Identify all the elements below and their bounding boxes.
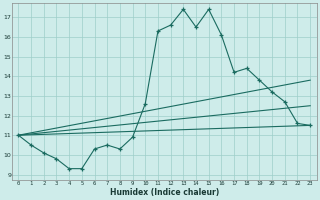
X-axis label: Humidex (Indice chaleur): Humidex (Indice chaleur) [110, 188, 219, 197]
